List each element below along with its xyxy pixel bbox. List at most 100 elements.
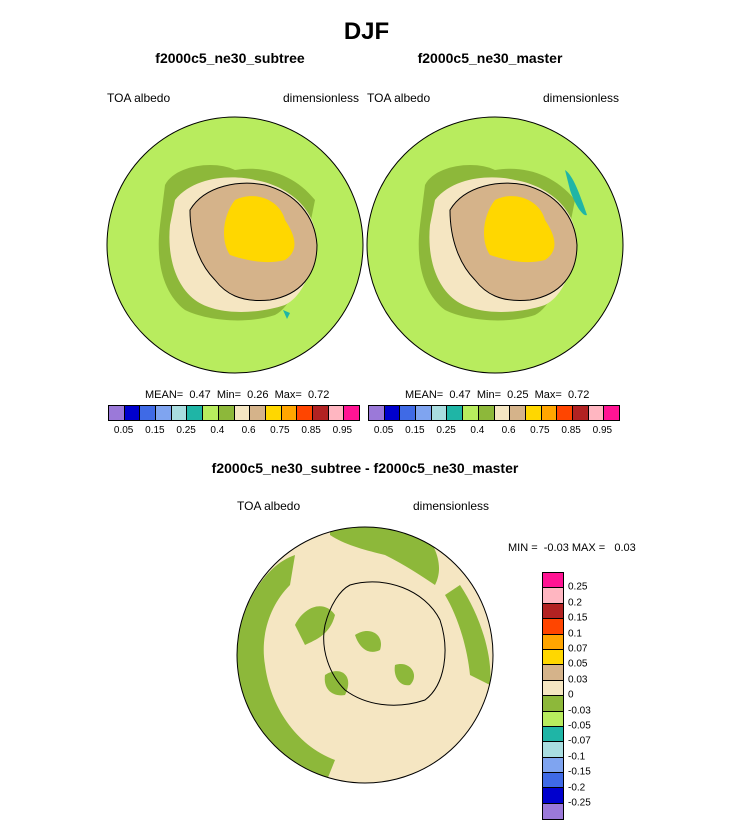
colorbar-swatch bbox=[543, 573, 563, 589]
right-colorbar bbox=[368, 405, 620, 421]
colorbar-tick-label: -0.15 bbox=[568, 766, 591, 778]
colorbar-swatch bbox=[369, 406, 385, 420]
colorbar-swatch bbox=[543, 665, 563, 681]
colorbar-swatch bbox=[218, 406, 235, 420]
colorbar-swatch bbox=[543, 619, 563, 635]
colorbar-swatch bbox=[297, 406, 313, 420]
diff-colorbar bbox=[542, 572, 564, 820]
diff-colorbar-labels: 0.25 0.2 0.15 0.1 0.07 0.05 0.03 0 -0.03 -0.05 -0.… bbox=[568, 572, 608, 809]
left-units-label: dimensionless bbox=[283, 91, 360, 105]
colorbar-tick-label: -0.03 bbox=[568, 705, 591, 717]
colorbar-swatch bbox=[543, 803, 563, 820]
colorbar-tick-label: 0.4 bbox=[210, 425, 225, 436]
colorbar-tick-label: 0.85 bbox=[561, 425, 581, 436]
main-title: DJF bbox=[343, 18, 390, 45]
colorbar-tick-label: 0.15 bbox=[405, 425, 425, 436]
colorbar-swatch bbox=[510, 406, 526, 420]
colorbar-swatch bbox=[400, 406, 417, 420]
colorbar-swatch bbox=[588, 406, 605, 420]
coastline bbox=[323, 581, 446, 706]
colorbar-swatch bbox=[557, 406, 573, 420]
colorbar-swatch bbox=[543, 742, 563, 758]
colorbar-swatch bbox=[416, 406, 432, 420]
colorbar-swatch bbox=[543, 757, 563, 774]
colorbar-swatch bbox=[525, 406, 542, 420]
diff-patch-north bbox=[330, 527, 439, 585]
colorbar-swatch bbox=[281, 406, 298, 420]
colorbar-swatch bbox=[543, 711, 563, 727]
right-variable-label: TOA albedo bbox=[367, 91, 431, 105]
colorbar-tick-label: 0.95 bbox=[592, 425, 613, 436]
right-polar-map bbox=[366, 116, 624, 374]
colorbar-tick-label: 0.75 bbox=[270, 425, 290, 436]
colorbar-tick-label: -0.1 bbox=[568, 751, 586, 763]
colorbar-tick-label: 0.2 bbox=[568, 597, 582, 609]
plateau-region bbox=[223, 196, 295, 263]
left-stats: MEAN= 0.47 Min= 0.26 Max= 0.72 bbox=[145, 389, 330, 401]
colorbar-swatch bbox=[494, 406, 511, 420]
colorbar-swatch bbox=[171, 406, 188, 420]
colorbar-swatch bbox=[187, 406, 204, 420]
colorbar-swatch bbox=[447, 406, 464, 420]
colorbar-swatch bbox=[250, 406, 266, 420]
right-units-label: dimensionless bbox=[543, 91, 620, 105]
colorbar-swatch bbox=[344, 406, 359, 420]
colorbar-tick-label: 0.25 bbox=[436, 425, 456, 436]
colorbar-tick-label: 0.4 bbox=[470, 425, 485, 436]
colorbar-tick-label: 0.15 bbox=[568, 612, 588, 624]
colorbar-swatch bbox=[478, 406, 495, 420]
diff-variable-label: TOA albedo bbox=[237, 499, 301, 513]
right-colorbar-ticks: 0.05 0.15 0.25 0.4 0.6 0.75 0.85 0.95 bbox=[368, 425, 618, 439]
right-stats: MEAN= 0.47 Min= 0.25 Max= 0.72 bbox=[405, 389, 590, 401]
colorbar-swatch bbox=[124, 406, 141, 420]
colorbar-tick-label: 0.15 bbox=[145, 425, 165, 436]
right-panel-title: f2000c5_ne30_master bbox=[417, 50, 563, 66]
colorbar-swatch bbox=[543, 696, 563, 712]
colorbar-swatch bbox=[543, 588, 563, 604]
colorbar-tick-label: 0.85 bbox=[301, 425, 321, 436]
colorbar-swatch bbox=[384, 406, 401, 420]
colorbar-swatch bbox=[328, 406, 345, 420]
plateau-region bbox=[483, 196, 555, 263]
colorbar-tick-label: 0.6 bbox=[501, 425, 516, 436]
colorbar-tick-label: 0.05 bbox=[568, 658, 588, 670]
diff-patch-east bbox=[445, 585, 491, 685]
colorbar-swatch bbox=[463, 406, 479, 420]
diff-polar-map bbox=[236, 526, 494, 784]
colorbar-swatch bbox=[543, 773, 563, 789]
colorbar-tick-label: 0.75 bbox=[530, 425, 550, 436]
colorbar-swatch bbox=[431, 406, 448, 420]
colorbar-swatch bbox=[543, 634, 563, 650]
colorbar-tick-label: -0.25 bbox=[568, 797, 591, 809]
colorbar-tick-label: 0.05 bbox=[113, 425, 134, 436]
colorbar-tick-label: 0.03 bbox=[568, 674, 588, 686]
colorbar-swatch bbox=[541, 406, 558, 420]
left-variable-label: TOA albedo bbox=[107, 91, 171, 105]
colorbar-tick-label: 0.25 bbox=[568, 581, 588, 593]
colorbar-swatch bbox=[543, 603, 563, 620]
colorbar-tick-label: 0.05 bbox=[373, 425, 394, 436]
colorbar-swatch bbox=[312, 406, 329, 420]
colorbar-tick-label: 0.07 bbox=[568, 643, 588, 655]
colorbar-swatch bbox=[572, 406, 589, 420]
diff-background bbox=[237, 527, 493, 783]
colorbar-tick-label: 0.25 bbox=[176, 425, 196, 436]
colorbar-swatch bbox=[109, 406, 125, 420]
colorbar-tick-label: 0.95 bbox=[332, 425, 353, 436]
colorbar-swatch bbox=[543, 788, 563, 804]
diff-minmax: MIN = -0.03 MAX = 0.03 bbox=[508, 542, 636, 554]
colorbar-tick-label: -0.07 bbox=[568, 735, 591, 747]
colorbar-swatch bbox=[156, 406, 172, 420]
colorbar-tick-label: 0 bbox=[568, 689, 574, 701]
diff-units-label: dimensionless bbox=[413, 499, 490, 513]
left-panel-title: f2000c5_ne30_subtree bbox=[155, 50, 305, 66]
colorbar-tick-label: -0.05 bbox=[568, 720, 591, 732]
colorbar-swatch bbox=[234, 406, 251, 420]
colorbar-swatch bbox=[543, 680, 563, 697]
colorbar-swatch bbox=[543, 726, 563, 743]
colorbar-tick-label: 0.6 bbox=[241, 425, 256, 436]
left-colorbar-ticks: 0.05 0.15 0.25 0.4 0.6 0.75 0.85 0.95 bbox=[108, 425, 358, 439]
colorbar-swatch bbox=[203, 406, 219, 420]
colorbar-swatch bbox=[265, 406, 282, 420]
diff-panel-title: f2000c5_ne30_subtree - f2000c5_ne30_mast… bbox=[211, 460, 519, 476]
